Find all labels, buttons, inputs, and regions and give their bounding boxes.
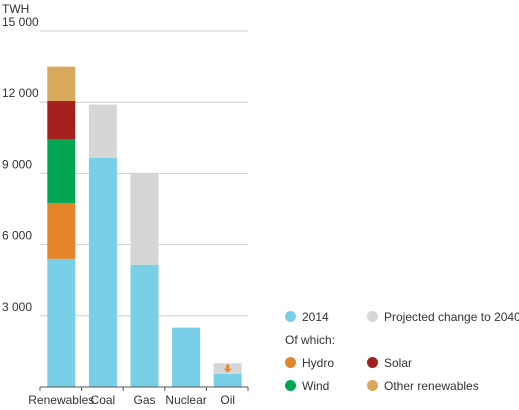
y-tick-label: 15 000 xyxy=(2,15,39,29)
decrease-arrow-icon xyxy=(223,364,232,373)
legend-item-solar: Solar xyxy=(367,356,517,370)
legend-label-other: Other renewables xyxy=(384,378,479,393)
legend-label-wind: Wind xyxy=(302,378,330,393)
bar-hydro-renewables xyxy=(47,203,76,259)
bars xyxy=(47,66,242,387)
bar-2014-renewables xyxy=(47,258,76,387)
legend-item-other: Other renewables xyxy=(367,379,517,393)
bar-wind-renewables xyxy=(47,138,76,204)
legend-swatch-wind xyxy=(285,380,296,391)
y-axis-label: TWH xyxy=(2,2,29,16)
legend: 2014 Projected change to 2040 Of which: … xyxy=(285,305,519,397)
y-tick-label: 6 000 xyxy=(2,229,32,243)
legend-row-main: 2014 Projected change to 2040 xyxy=(285,305,519,328)
bar-2014-coal xyxy=(88,157,117,387)
y-tick-label: 9 000 xyxy=(2,157,32,171)
legend-swatch-solar xyxy=(367,357,378,368)
legend-label-solar: Solar xyxy=(384,355,413,370)
x-tick-label: Oil xyxy=(220,393,235,407)
legend-item-wind: Wind xyxy=(285,379,367,393)
x-tick-label: Coal xyxy=(91,393,116,407)
legend-swatch-projected xyxy=(367,311,378,322)
bar-solar-renewables xyxy=(47,101,76,139)
y-tick-label: 12 000 xyxy=(2,86,39,100)
legend-swatch-hydro xyxy=(285,357,296,368)
bar-projected-coal xyxy=(88,104,117,158)
bar-2014-nuclear xyxy=(172,327,201,387)
axes: 3 000 6 000 9 000 12 000 15 000 RenewablesCoa… xyxy=(2,15,249,407)
x-tick-label: Renewables xyxy=(28,393,94,407)
bar-2014-gas xyxy=(130,264,159,387)
legend-row-3: Wind Other renewables xyxy=(285,374,519,397)
legend-item-projected: Projected change to 2040 xyxy=(367,309,519,324)
bar-projected-gas xyxy=(130,173,159,265)
legend-swatch-2014 xyxy=(285,311,296,322)
legend-heading: Of which: xyxy=(285,332,336,347)
bar-other-renewables xyxy=(47,66,76,102)
legend-label-hydro: Hydro xyxy=(302,355,335,370)
x-tick-label: Nuclear xyxy=(165,393,206,407)
y-tick-label: 3 000 xyxy=(2,300,32,314)
legend-swatch-other xyxy=(367,380,378,391)
legend-label-projected: Projected change to 2040 xyxy=(384,309,519,324)
bar-2014-oil xyxy=(213,373,242,387)
legend-item-hydro: Hydro xyxy=(285,356,367,370)
legend-row-2: Hydro Solar xyxy=(285,351,519,374)
legend-label-2014: 2014 xyxy=(302,309,329,324)
legend-item-2014: 2014 xyxy=(285,310,367,324)
x-tick-label: Gas xyxy=(133,393,155,407)
